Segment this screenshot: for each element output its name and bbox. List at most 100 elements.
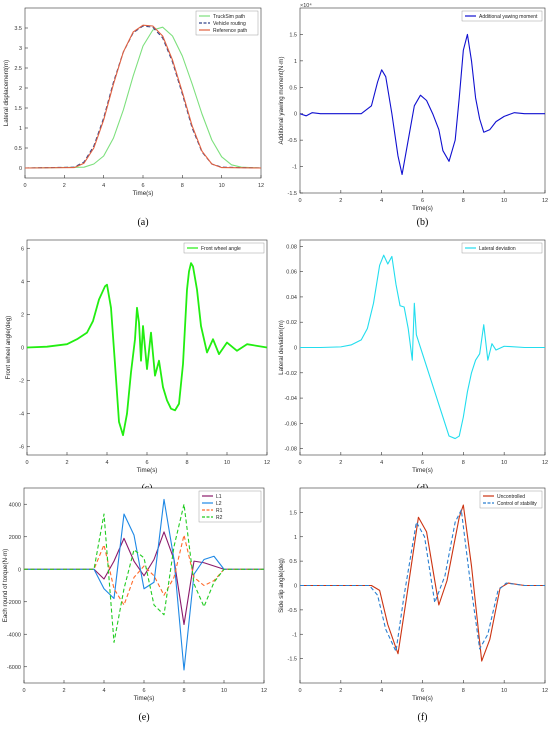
x-tick-label: 8	[462, 688, 465, 694]
y-tick-label: -1.5	[288, 191, 297, 197]
legend-label: L2	[216, 501, 222, 507]
y-axis-label: Each round of torque(N·m)	[2, 549, 9, 623]
y-tick-label: -0.08	[284, 447, 297, 453]
y-tick-label: 3.5	[14, 26, 22, 32]
x-tick-label: 8	[462, 460, 465, 466]
legend-label: R1	[216, 508, 223, 514]
x-tick-label: 8	[185, 460, 188, 466]
legend-box	[461, 242, 543, 254]
x-tick-label: 12	[542, 460, 548, 466]
x-axis-label: Time(s)	[137, 467, 158, 474]
x-tick-label: 4	[380, 688, 383, 694]
y-axis-label: Lateral deviation(m)	[278, 320, 285, 375]
y-tick-label: 2	[21, 312, 24, 318]
legend-box	[183, 242, 265, 254]
x-tick-label: 6	[421, 198, 424, 204]
x-tick-label: 0	[298, 460, 301, 466]
y-tick-label: 1	[294, 535, 297, 541]
y-tick-label: -2000	[7, 600, 21, 606]
x-axis-label: Time(s)	[134, 695, 155, 702]
y-tick-label: 0.04	[286, 295, 297, 301]
y-tick-label: 1.5	[289, 32, 297, 38]
plot-frame	[299, 7, 546, 194]
plot-frame	[299, 239, 546, 456]
series-line-trucksim-path	[24, 26, 262, 169]
x-tick-label: 12	[542, 688, 548, 694]
x-tick-label: 0	[23, 183, 26, 189]
x-tick-label: 12	[258, 183, 264, 189]
y-tick-label: 0	[18, 567, 21, 573]
series-line-control-of-stability	[300, 509, 545, 652]
exponent-label: ×10⁴	[300, 2, 312, 9]
x-tick-label: 4	[380, 460, 383, 466]
x-tick-label: 2	[65, 460, 68, 466]
series-line-reference-path	[24, 24, 262, 169]
y-tick-label: -0.5	[288, 138, 297, 144]
x-tick-label: 12	[261, 688, 267, 694]
y-tick-label: 4	[21, 279, 24, 285]
x-tick-label: 6	[421, 460, 424, 466]
plot-frame	[24, 7, 262, 179]
y-tick-label: -0.02	[284, 371, 297, 377]
y-tick-label: 6	[21, 246, 24, 252]
series-line-lateral-deviation	[300, 254, 545, 440]
y-tick-label: 0	[21, 346, 24, 352]
y-tick-label: -4	[19, 412, 24, 418]
chart-b: 0 2 4 6 8 10 12 -1.5 -1 -0.5 0 0.5 1 1.5 Time(s) Additi…	[278, 2, 548, 228]
y-tick-label: 0	[19, 166, 22, 172]
legend-label: TruckSim path	[213, 14, 245, 20]
chart-e: 0 2 4 6 8 10 12 -6000 -4000 -2000 0 2000 4000 Time(s)…	[2, 487, 267, 723]
x-tick-label: 6	[142, 688, 145, 694]
y-axis-label: Side slip angle(deg)	[278, 558, 285, 613]
y-tick-label: -0.04	[284, 396, 297, 402]
x-axis-label: Time(s)	[412, 695, 433, 702]
x-tick-label: 6	[145, 460, 148, 466]
legend-label: Lateral deviation	[479, 246, 516, 252]
y-tick-label: -1.5	[288, 657, 297, 663]
subfigure-caption: (e)	[138, 712, 149, 723]
x-tick-label: 2	[339, 688, 342, 694]
x-axis-label: Time(s)	[133, 190, 154, 197]
y-axis-label: Lateral displacement(m)	[3, 60, 10, 126]
x-tick-label: 10	[224, 460, 230, 466]
x-tick-label: 4	[380, 198, 383, 204]
y-tick-label: 0.5	[289, 85, 297, 91]
legend-label: Additional yawing moment	[479, 14, 538, 20]
y-tick-label: 1.5	[289, 510, 297, 516]
y-tick-label: 0.08	[286, 244, 297, 250]
legend: Additional yawing moment	[461, 10, 543, 22]
x-tick-label: 10	[219, 183, 225, 189]
series-line-r2	[24, 503, 264, 643]
y-tick-label: -0.06	[284, 421, 297, 427]
x-tick-label: 0	[22, 688, 25, 694]
x-tick-label: 4	[102, 183, 105, 189]
subfigure-caption: (a)	[137, 217, 148, 228]
x-tick-label: 2	[339, 460, 342, 466]
x-tick-label: 2	[62, 688, 65, 694]
y-axis-label: Additional yawing moment(N·m)	[278, 56, 285, 144]
series-line-l1	[24, 531, 264, 626]
legend: Front wheel angle	[183, 242, 265, 254]
legend-label: Front wheel angle	[201, 246, 241, 252]
x-tick-label: 6	[141, 183, 144, 189]
x-tick-label: 12	[264, 460, 270, 466]
x-tick-label: 10	[501, 460, 507, 466]
legend-label: Reference path	[213, 28, 247, 34]
x-axis-label: Time(s)	[412, 205, 433, 212]
x-tick-label: 10	[501, 688, 507, 694]
legend-box	[461, 10, 543, 22]
y-tick-label: -2	[19, 379, 24, 385]
legend-label: L1	[216, 494, 222, 500]
y-tick-label: 4000	[9, 502, 21, 508]
x-tick-label: 4	[105, 460, 108, 466]
y-tick-label: 0	[294, 112, 297, 118]
x-tick-label: 10	[221, 688, 227, 694]
y-tick-label: 3	[19, 46, 22, 52]
x-tick-label: 8	[462, 198, 465, 204]
y-tick-label: -6	[19, 445, 24, 451]
y-tick-label: -1	[292, 165, 297, 171]
y-tick-label: 0.5	[289, 559, 297, 565]
